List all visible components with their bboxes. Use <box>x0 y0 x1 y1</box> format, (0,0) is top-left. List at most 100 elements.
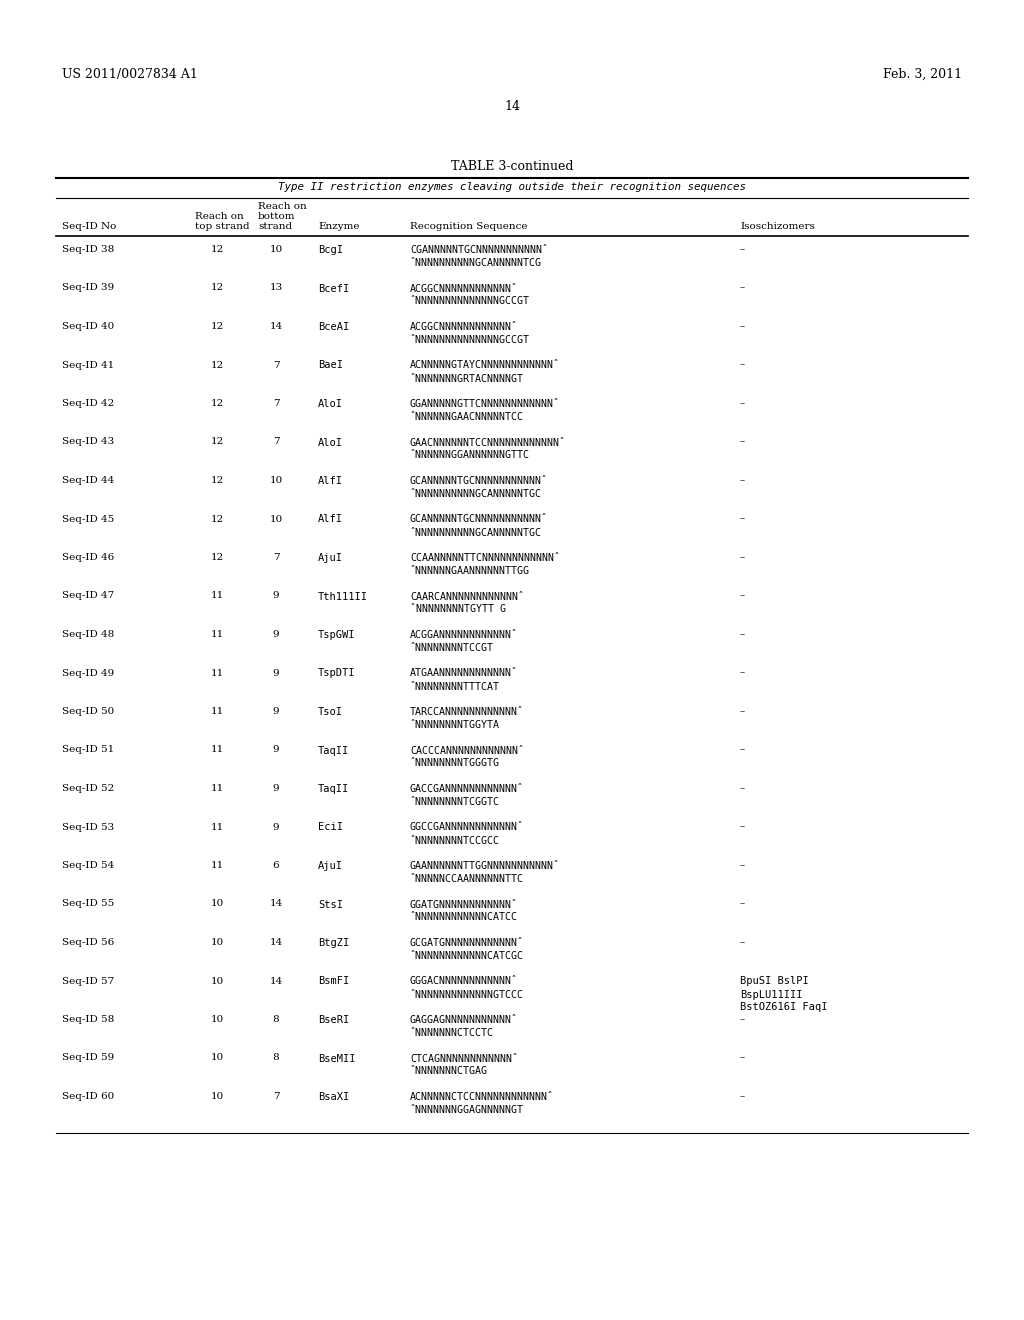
Text: –: – <box>740 899 745 908</box>
Text: BstOZ616I FaqI: BstOZ616I FaqI <box>740 1002 827 1012</box>
Text: Seq-ID 39: Seq-ID 39 <box>62 284 115 293</box>
Text: BcefI: BcefI <box>318 284 349 293</box>
Text: GGANNNNNGTTCNNNNNNNNNNNNˆ: GGANNNNNGTTCNNNNNNNNNNNNˆ <box>410 399 560 409</box>
Text: BspLU11III: BspLU11III <box>740 990 803 999</box>
Text: Seq-ID 47: Seq-ID 47 <box>62 591 115 601</box>
Text: –: – <box>740 822 745 832</box>
Text: StsI: StsI <box>318 899 343 909</box>
Text: 11: 11 <box>210 822 223 832</box>
Text: 12: 12 <box>210 477 223 484</box>
Text: AlfI: AlfI <box>318 515 343 524</box>
Text: –: – <box>740 399 745 408</box>
Text: 11: 11 <box>210 668 223 677</box>
Text: 12: 12 <box>210 284 223 293</box>
Text: 10: 10 <box>269 246 283 253</box>
Text: 9: 9 <box>272 708 280 715</box>
Text: 7: 7 <box>272 553 280 562</box>
Text: ACNNNNNCTCCNNNNNNNNNNNNˆ: ACNNNNNCTCCNNNNNNNNNNNNˆ <box>410 1092 554 1102</box>
Text: ˆNNNNNNNNTCCGT: ˆNNNNNNNNTCCGT <box>410 643 494 653</box>
Text: 7: 7 <box>272 360 280 370</box>
Text: 12: 12 <box>210 515 223 524</box>
Text: GACCGANNNNNNNNNNNNˆ: GACCGANNNNNNNNNNNNˆ <box>410 784 524 795</box>
Text: –: – <box>740 246 745 253</box>
Text: BcgI: BcgI <box>318 246 343 255</box>
Text: –: – <box>740 939 745 946</box>
Text: 10: 10 <box>210 1092 223 1101</box>
Text: –: – <box>740 630 745 639</box>
Text: ACGGANNNNNNNNNNNNˆ: ACGGANNNNNNNNNNNNˆ <box>410 630 518 640</box>
Text: –: – <box>740 322 745 331</box>
Text: –: – <box>740 1015 745 1024</box>
Text: 11: 11 <box>210 708 223 715</box>
Text: Seq-ID 50: Seq-ID 50 <box>62 708 115 715</box>
Text: 10: 10 <box>210 939 223 946</box>
Text: AjuI: AjuI <box>318 861 343 871</box>
Text: 10: 10 <box>210 1015 223 1024</box>
Text: 9: 9 <box>272 822 280 832</box>
Text: ACGGCNNNNNNNNNNNNˆ: ACGGCNNNNNNNNNNNNˆ <box>410 284 518 293</box>
Text: AlfI: AlfI <box>318 477 343 486</box>
Text: GCANNNNNTGCNNNNNNNNNNNˆ: GCANNNNNTGCNNNNNNNNNNNˆ <box>410 515 548 524</box>
Text: Seq-ID 56: Seq-ID 56 <box>62 939 115 946</box>
Text: 7: 7 <box>272 437 280 446</box>
Text: ACGGCNNNNNNNNNNNNˆ: ACGGCNNNNNNNNNNNNˆ <box>410 322 518 333</box>
Text: Seq-ID 57: Seq-ID 57 <box>62 977 115 986</box>
Text: TsoI: TsoI <box>318 708 343 717</box>
Text: GAGGAGNNNNNNNNNNNˆ: GAGGAGNNNNNNNNNNNˆ <box>410 1015 518 1026</box>
Text: EciI: EciI <box>318 822 343 833</box>
Text: 9: 9 <box>272 668 280 677</box>
Text: ACNNNNNGTAYCNNNNNNNNNNNNˆ: ACNNNNNGTAYCNNNNNNNNNNNNˆ <box>410 360 560 371</box>
Text: 14: 14 <box>269 977 283 986</box>
Text: ˆNNNNNNGAANNNNNNTTGG: ˆNNNNNNGAANNNNNNTTGG <box>410 566 530 576</box>
Text: GCGATGNNNNNNNNNNNNˆ: GCGATGNNNNNNNNNNNNˆ <box>410 939 524 948</box>
Text: –: – <box>740 1092 745 1101</box>
Text: 10: 10 <box>210 977 223 986</box>
Text: BtgZI: BtgZI <box>318 939 349 948</box>
Text: 11: 11 <box>210 784 223 793</box>
Text: 12: 12 <box>210 399 223 408</box>
Text: 11: 11 <box>210 861 223 870</box>
Text: top strand: top strand <box>195 222 250 231</box>
Text: ˆNNNNNNNCTCCTC: ˆNNNNNNNCTCCTC <box>410 1028 494 1038</box>
Text: Isoschizomers: Isoschizomers <box>740 222 815 231</box>
Text: Seq-ID 54: Seq-ID 54 <box>62 861 115 870</box>
Text: TARCCANNNNNNNNNNNNˆ: TARCCANNNNNNNNNNNNˆ <box>410 708 524 717</box>
Text: Enzyme: Enzyme <box>318 222 359 231</box>
Text: Seq-ID 43: Seq-ID 43 <box>62 437 115 446</box>
Text: Seq-ID 40: Seq-ID 40 <box>62 322 115 331</box>
Text: Tth111II: Tth111II <box>318 591 368 602</box>
Text: BpuSI BslPI: BpuSI BslPI <box>740 977 809 986</box>
Text: Seq-ID 52: Seq-ID 52 <box>62 784 115 793</box>
Text: GAANNNNNNTTGGNNNNNNNNNNNˆ: GAANNNNNNTTGGNNNNNNNNNNNˆ <box>410 861 560 871</box>
Text: BseRI: BseRI <box>318 1015 349 1026</box>
Text: 9: 9 <box>272 784 280 793</box>
Text: 10: 10 <box>210 899 223 908</box>
Text: ˆNNNNNNNNTTTCAT: ˆNNNNNNNNTTTCAT <box>410 681 500 692</box>
Text: GGCCGANNNNNNNNNNNNˆ: GGCCGANNNNNNNNNNNNˆ <box>410 822 524 833</box>
Text: TspDTI: TspDTI <box>318 668 355 678</box>
Text: Seq-ID 44: Seq-ID 44 <box>62 477 115 484</box>
Text: ˆNNNNNNNNNNNNCATCGC: ˆNNNNNNNNNNNNCATCGC <box>410 950 524 961</box>
Text: ˆNNNNNNNNNNGCANNNNNTGC: ˆNNNNNNNNNNGCANNNNNTGC <box>410 528 542 537</box>
Text: 12: 12 <box>210 360 223 370</box>
Text: Seq-ID 42: Seq-ID 42 <box>62 399 115 408</box>
Text: US 2011/0027834 A1: US 2011/0027834 A1 <box>62 69 198 81</box>
Text: Seq-ID 55: Seq-ID 55 <box>62 899 115 908</box>
Text: –: – <box>740 591 745 601</box>
Text: 9: 9 <box>272 746 280 755</box>
Text: ˆNNNNNNNNTCCGCC: ˆNNNNNNNNTCCGCC <box>410 836 500 846</box>
Text: Seq-ID 53: Seq-ID 53 <box>62 822 115 832</box>
Text: TaqII: TaqII <box>318 746 349 755</box>
Text: AjuI: AjuI <box>318 553 343 564</box>
Text: BseMII: BseMII <box>318 1053 355 1064</box>
Text: 10: 10 <box>269 477 283 484</box>
Text: –: – <box>740 708 745 715</box>
Text: ˆNNNNNNNNTGGGTG: ˆNNNNNNNNTGGGTG <box>410 759 500 768</box>
Text: –: – <box>740 477 745 484</box>
Text: 14: 14 <box>269 939 283 946</box>
Text: ˆNNNNNNNNNNGCANNNNNTCG: ˆNNNNNNNNNNGCANNNNNTCG <box>410 257 542 268</box>
Text: 13: 13 <box>269 284 283 293</box>
Text: CCAANNNNNTTCNNNNNNNNNNNNˆ: CCAANNNNNTTCNNNNNNNNNNNNˆ <box>410 553 560 564</box>
Text: CACCCANNNNNNNNNNNNˆ: CACCCANNNNNNNNNNNNˆ <box>410 746 524 755</box>
Text: ˆNNNNNNGGANNNNNNGTTC: ˆNNNNNNGGANNNNNNGTTC <box>410 450 530 461</box>
